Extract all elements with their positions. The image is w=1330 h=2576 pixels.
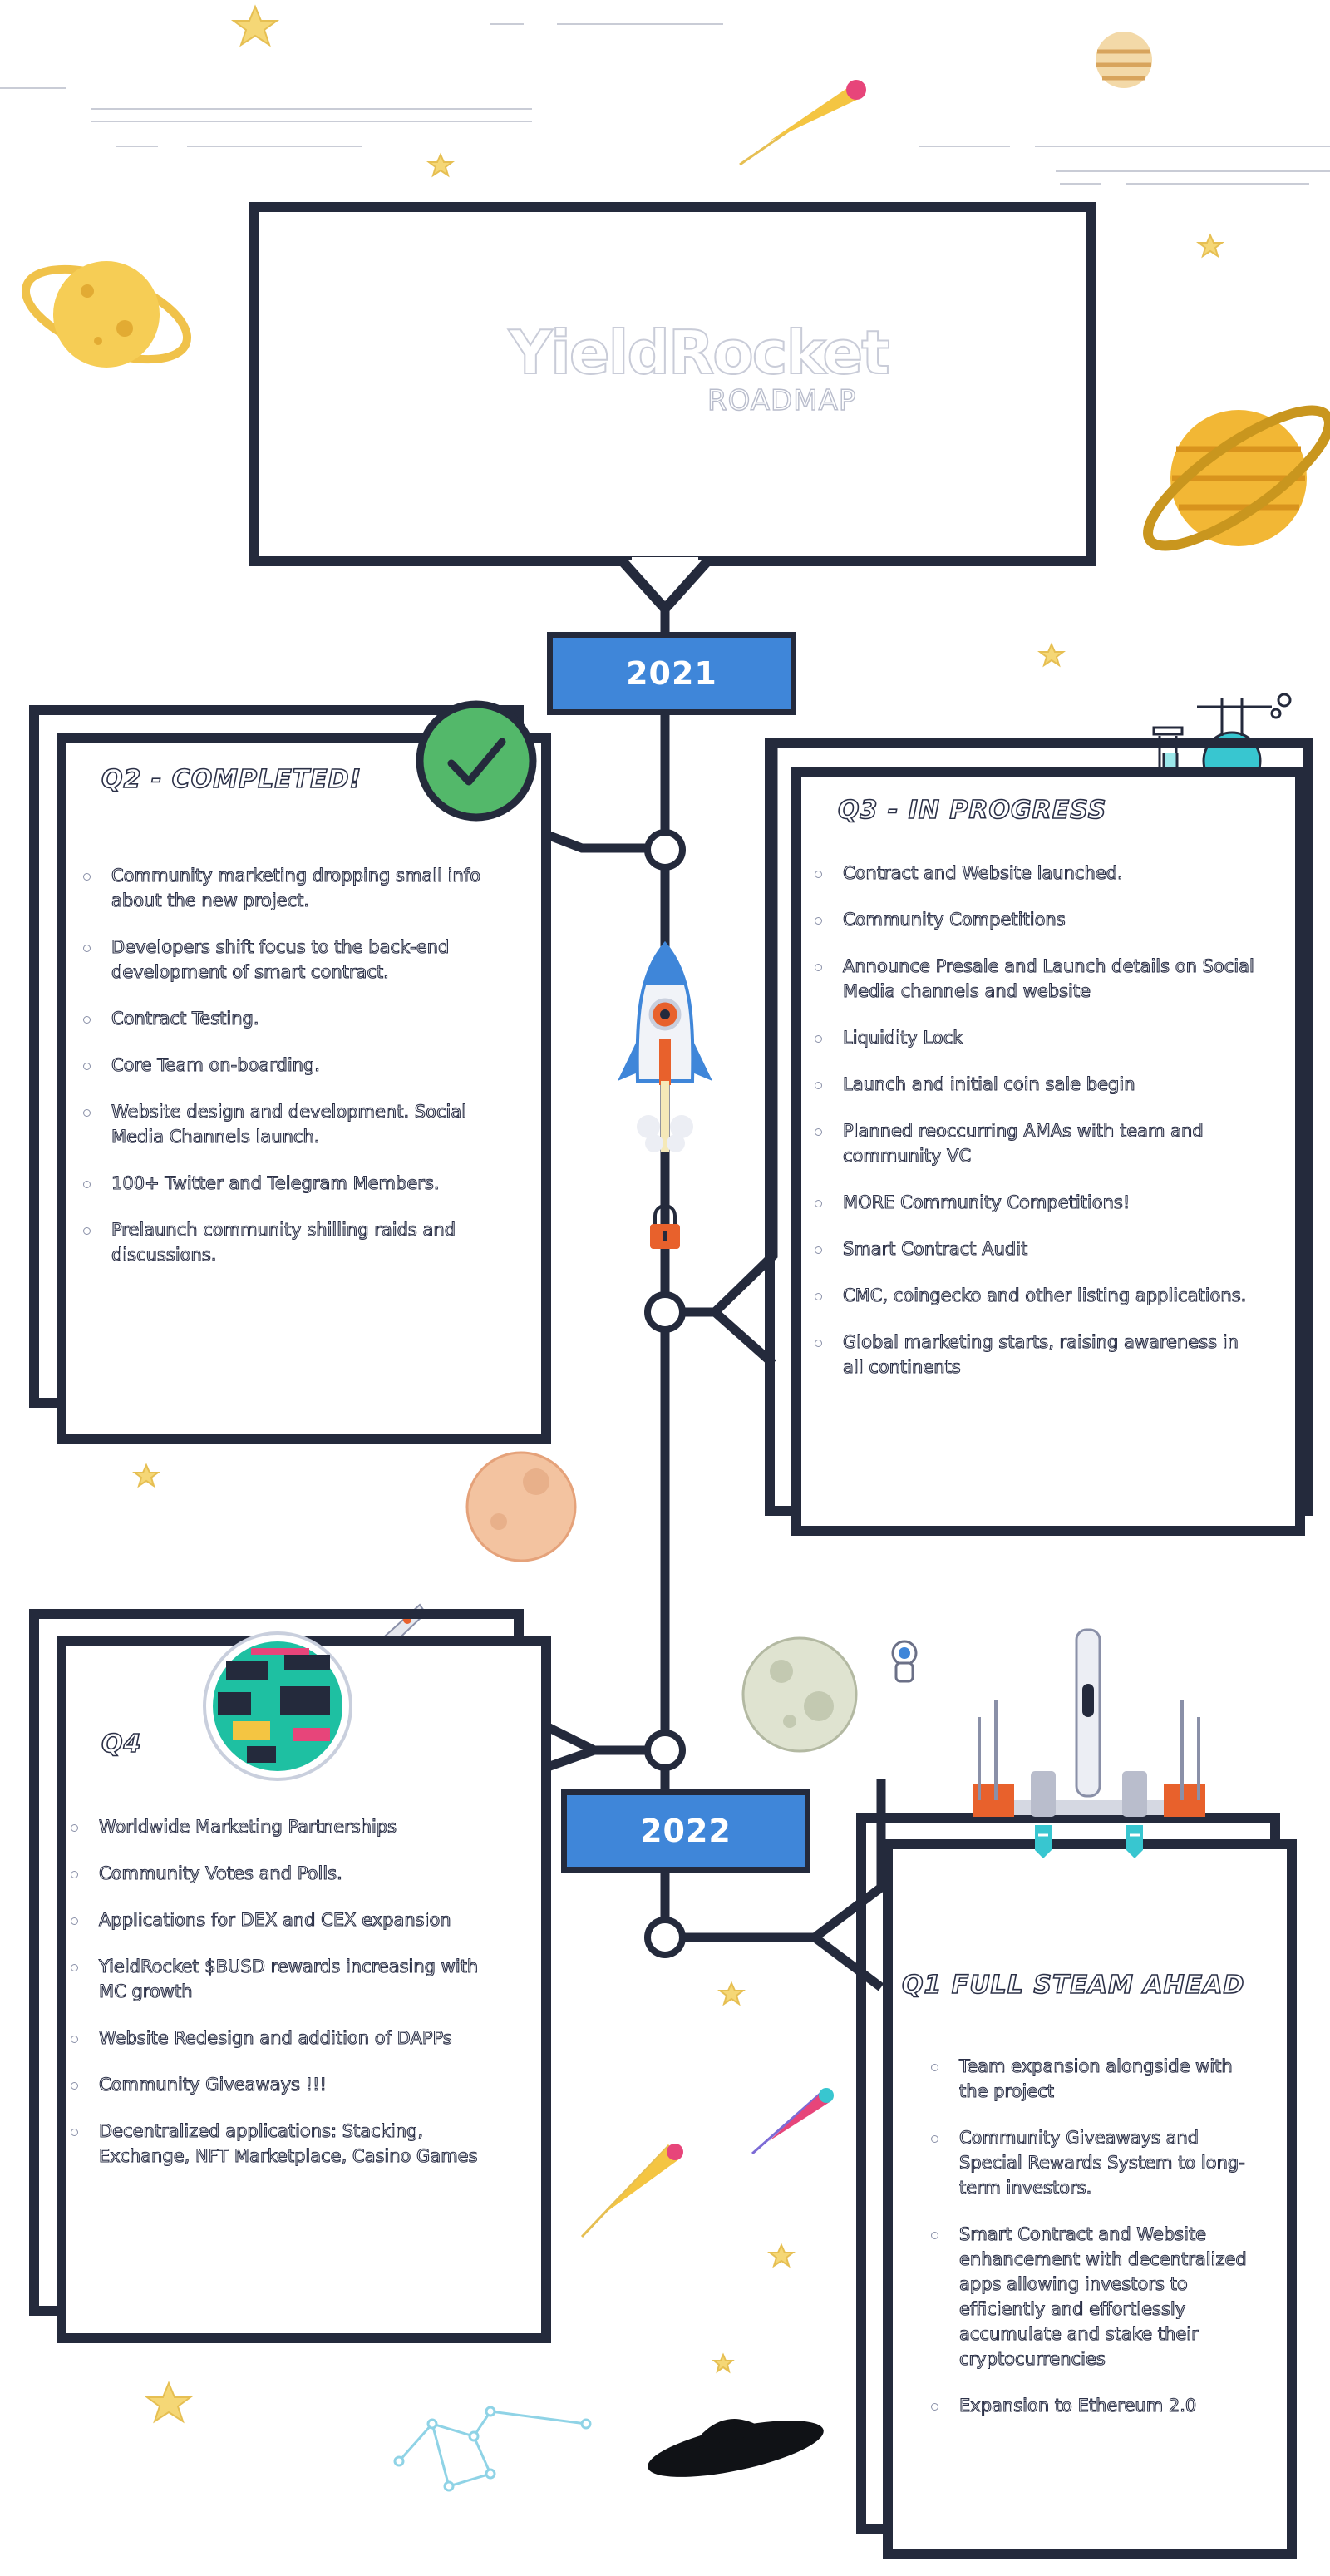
- q2-item-list: Community marketing dropping small info …: [83, 863, 507, 1289]
- deco-line: [557, 23, 723, 25]
- q2-list-item: Prelaunch community shilling raids and d…: [83, 1217, 507, 1267]
- padlock-icon: [650, 1204, 680, 1249]
- q3-item-list: Contract and Website launched. Community …: [815, 861, 1264, 1401]
- deco-line: [919, 146, 1010, 147]
- q3-card-title: Q3 - IN PROGRESS: [837, 795, 1107, 826]
- q4-item-list: Worldwide Marketing Partnerships Communit…: [71, 1814, 503, 2190]
- timeline-node: [644, 829, 686, 871]
- q1-item-list: Team expansion alongside with the projec…: [931, 2054, 1264, 2440]
- q2-card-title: Q2 - COMPLETED!: [101, 764, 362, 795]
- checkmark-badge-icon: [416, 700, 537, 822]
- deco-line: [0, 87, 66, 89]
- pixel-earth-icon: [203, 1631, 352, 1781]
- q4-card-title: Q4: [101, 1729, 142, 1759]
- q3-list-item: Launch and initial coin sale begin: [815, 1072, 1264, 1097]
- constellation-icon: [393, 2406, 592, 2492]
- ringed-planet-icon: [1143, 405, 1330, 551]
- q3-list-item: MORE Community Competitions!: [815, 1190, 1264, 1215]
- q3-list-item: Liquidity Lock: [815, 1025, 1264, 1050]
- year-badge-2021: 2021: [547, 632, 796, 715]
- deco-line: [187, 146, 362, 147]
- q4-list-item: Decentralized applications: Stacking, Ex…: [71, 2119, 503, 2169]
- q4-list-item: YieldRocket $BUSD rewards increasing wit…: [71, 1954, 503, 2004]
- q4-list-item: Community Votes and Polls.: [71, 1861, 503, 1886]
- comet-icon: [580, 2144, 683, 2238]
- spaceship-icon: [973, 1628, 1205, 1858]
- q1-card: [883, 1839, 1297, 2559]
- q4-list-item: Applications for DEX and CEX expansion: [71, 1907, 503, 1932]
- rocket-icon: [618, 940, 712, 1152]
- q2-list-item: Core Team on-boarding.: [83, 1053, 507, 1078]
- q3-card: [791, 767, 1305, 1536]
- comet-icon: [751, 2088, 834, 2155]
- q3-list-item: Announce Presale and Launch details on S…: [815, 954, 1264, 1004]
- q3-list-item: Smart Contract Audit: [815, 1236, 1264, 1261]
- moon-icon: [741, 1636, 858, 1753]
- planet-icon: [1096, 32, 1152, 88]
- deco-line: [116, 146, 158, 147]
- q2-list-item: Contract Testing.: [83, 1006, 507, 1031]
- timeline-node: [644, 1730, 686, 1771]
- ufo-icon: [648, 2419, 824, 2477]
- q2-list-item: Developers shift focus to the back-end d…: [83, 935, 507, 985]
- q3-list-item: Contract and Website launched.: [815, 861, 1264, 886]
- q3-list-item: Community Competitions: [815, 907, 1264, 932]
- deco-line: [1035, 146, 1330, 147]
- q1-list-item: Expansion to Ethereum 2.0: [931, 2393, 1264, 2418]
- q1-list-item: Community Giveaways and Special Rewards …: [931, 2125, 1264, 2200]
- ringed-planet-icon: [21, 261, 192, 368]
- q2-list-item: 100+ Twitter and Telegram Members.: [83, 1171, 507, 1196]
- timeline-node: [644, 1291, 686, 1333]
- deco-line: [1060, 183, 1101, 185]
- q1-list-item: Team expansion alongside with the projec…: [931, 2054, 1264, 2104]
- deco-line: [91, 108, 532, 110]
- year-badge-2022: 2022: [561, 1789, 810, 1873]
- comet-icon: [739, 80, 866, 166]
- q4-list-item: Website Redesign and addition of DAPPs: [71, 2026, 503, 2050]
- q4-list-item: Community Giveaways !!!: [71, 2072, 503, 2097]
- deco-line: [1056, 170, 1330, 172]
- q1-card-title: Q1 FULL STEAM AHEAD: [901, 1970, 1245, 2001]
- q1-list-item: Smart Contract and Website enhancement w…: [931, 2222, 1264, 2371]
- deco-line: [490, 23, 524, 25]
- q2-list-item: Community marketing dropping small info …: [83, 863, 507, 913]
- star-icon: [132, 4, 1224, 2424]
- roadmap-subtitle: ROADMAP: [707, 383, 857, 417]
- planet-icon: [466, 1451, 577, 1562]
- q3-list-item: Global marketing starts, raising awarene…: [815, 1330, 1264, 1379]
- deco-line: [91, 121, 532, 122]
- timeline-node: [644, 1917, 686, 1958]
- q4-list-item: Worldwide Marketing Partnerships: [71, 1814, 503, 1839]
- brand-name: YieldRocket: [508, 317, 891, 388]
- q3-list-item: CMC, coingecko and other listing applica…: [815, 1283, 1264, 1308]
- deco-line: [1126, 183, 1309, 185]
- astronaut-icon: [891, 1640, 918, 1683]
- q2-list-item: Website design and development. Social M…: [83, 1099, 507, 1149]
- q3-list-item: Planned reoccurring AMAs with team and c…: [815, 1118, 1264, 1168]
